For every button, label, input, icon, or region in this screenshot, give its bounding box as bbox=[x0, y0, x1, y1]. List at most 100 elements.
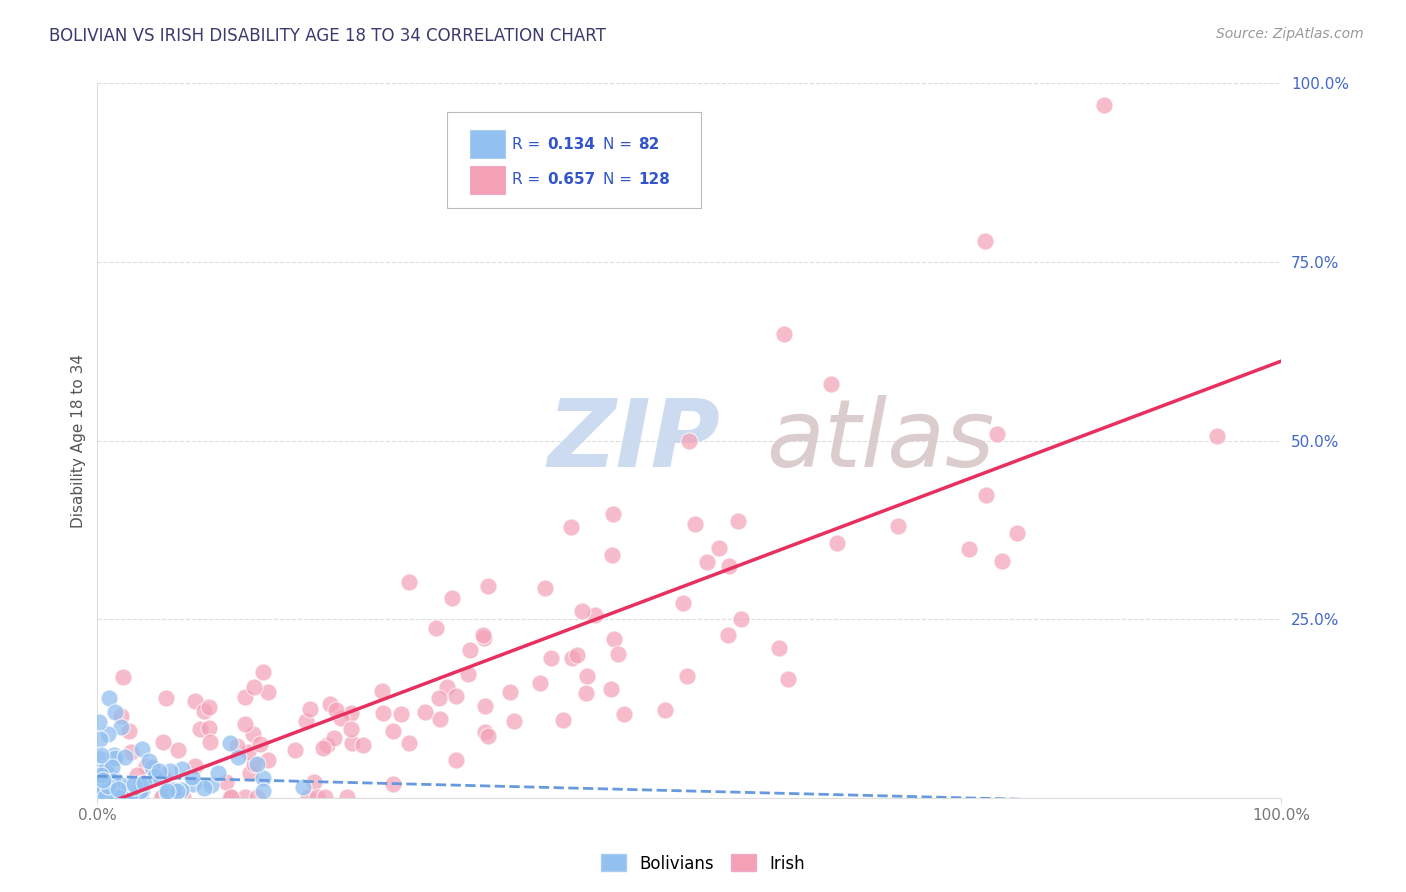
Point bbox=[115, 780, 138, 795]
Point bbox=[565, 648, 588, 662]
Point bbox=[101, 784, 124, 798]
Point bbox=[226, 739, 249, 753]
Point bbox=[600, 548, 623, 562]
Point bbox=[444, 689, 467, 703]
Point bbox=[551, 713, 574, 727]
Text: Source: ZipAtlas.com: Source: ZipAtlas.com bbox=[1216, 27, 1364, 41]
Point bbox=[219, 736, 242, 750]
Point bbox=[93, 784, 115, 798]
Point bbox=[825, 536, 848, 550]
Point bbox=[717, 628, 740, 642]
Point bbox=[124, 780, 146, 795]
Point bbox=[613, 707, 636, 722]
Point bbox=[219, 790, 242, 805]
Point bbox=[104, 790, 127, 805]
Point bbox=[256, 685, 278, 699]
Point bbox=[87, 765, 110, 780]
FancyBboxPatch shape bbox=[470, 166, 505, 194]
Point bbox=[316, 739, 339, 753]
Point bbox=[89, 752, 111, 766]
Point bbox=[150, 790, 173, 805]
Point bbox=[91, 777, 114, 791]
Point bbox=[458, 643, 481, 657]
Point bbox=[583, 608, 606, 623]
Point bbox=[602, 507, 624, 521]
Point bbox=[314, 790, 336, 805]
Point bbox=[986, 426, 1008, 441]
Point bbox=[683, 516, 706, 531]
Point bbox=[94, 767, 117, 781]
Point bbox=[371, 684, 394, 698]
Point bbox=[1206, 429, 1229, 443]
Point bbox=[110, 720, 132, 734]
Point bbox=[100, 760, 122, 774]
Point bbox=[533, 581, 555, 595]
Point bbox=[957, 541, 980, 556]
Point bbox=[172, 790, 194, 805]
Point bbox=[128, 783, 150, 797]
Point bbox=[256, 753, 278, 767]
Point bbox=[768, 640, 790, 655]
Point bbox=[340, 722, 363, 736]
Point bbox=[96, 761, 118, 775]
Point bbox=[571, 604, 593, 618]
Point bbox=[89, 788, 111, 802]
Point bbox=[499, 685, 522, 699]
Point bbox=[138, 754, 160, 768]
Point bbox=[103, 747, 125, 762]
Point bbox=[96, 780, 118, 795]
Point bbox=[90, 748, 112, 763]
Point bbox=[156, 781, 179, 796]
Point bbox=[184, 758, 207, 772]
Point bbox=[170, 762, 193, 776]
Point bbox=[474, 699, 496, 714]
Point bbox=[110, 778, 132, 792]
Point bbox=[120, 790, 142, 805]
Point bbox=[236, 745, 259, 759]
Point bbox=[352, 738, 374, 752]
Point bbox=[561, 650, 583, 665]
Point bbox=[93, 778, 115, 792]
Point bbox=[159, 764, 181, 778]
Point bbox=[974, 234, 997, 248]
Point bbox=[91, 772, 114, 787]
Point bbox=[96, 778, 118, 792]
Point bbox=[112, 790, 135, 805]
Point bbox=[413, 705, 436, 719]
Point bbox=[329, 711, 352, 725]
Point bbox=[112, 670, 135, 684]
Point bbox=[398, 736, 420, 750]
Point bbox=[180, 770, 202, 784]
Point bbox=[299, 702, 322, 716]
Point bbox=[127, 768, 149, 782]
Point bbox=[121, 788, 143, 802]
Point bbox=[974, 488, 997, 502]
Text: 0.657: 0.657 bbox=[547, 172, 595, 187]
Point bbox=[820, 376, 842, 391]
Point bbox=[165, 785, 187, 799]
Point bbox=[97, 779, 120, 793]
Point bbox=[104, 790, 127, 805]
Point bbox=[156, 786, 179, 800]
Point bbox=[246, 790, 269, 805]
Text: 0.134: 0.134 bbox=[547, 136, 595, 152]
Point bbox=[425, 621, 447, 635]
Point bbox=[1005, 526, 1028, 541]
Point bbox=[166, 743, 188, 757]
Point bbox=[457, 666, 479, 681]
Point bbox=[676, 669, 699, 683]
Point bbox=[148, 764, 170, 778]
Point bbox=[444, 753, 467, 767]
Point bbox=[709, 541, 731, 555]
Point bbox=[132, 776, 155, 790]
Point bbox=[249, 737, 271, 751]
Point bbox=[540, 650, 562, 665]
Point bbox=[436, 680, 458, 694]
Point bbox=[233, 790, 256, 805]
Point bbox=[477, 579, 499, 593]
Point bbox=[371, 706, 394, 720]
Point bbox=[294, 714, 316, 729]
Point bbox=[252, 784, 274, 798]
Point bbox=[105, 790, 128, 805]
Point bbox=[242, 727, 264, 741]
